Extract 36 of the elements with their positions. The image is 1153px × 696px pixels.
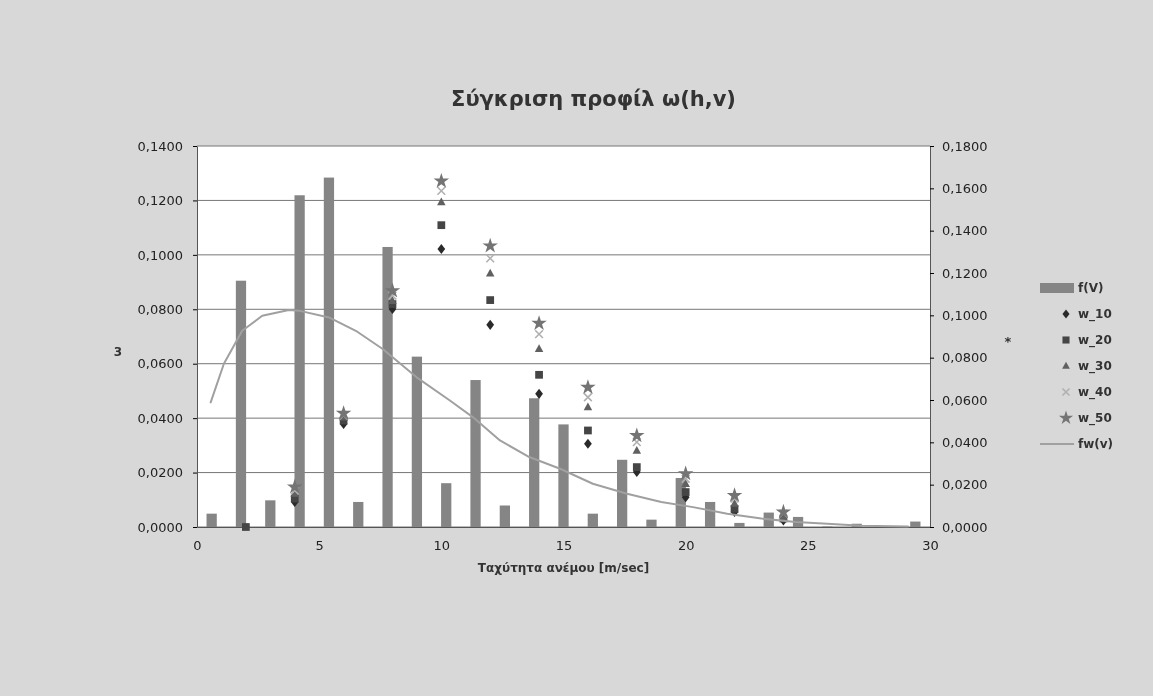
x-tick-label: 30 <box>922 538 939 554</box>
y-axis-title: 3 <box>113 345 123 359</box>
y2-tick-label: 0,1800 <box>942 138 988 154</box>
y2-tick-label: 0,1000 <box>942 307 988 323</box>
y-tick-label: 0,0200 <box>137 465 183 481</box>
legend-label: fw(v) <box>1078 437 1114 451</box>
chart-title: Σύγκριση προφίλ ω(h,v) <box>451 87 736 111</box>
x-tick-label: 0 <box>193 538 202 554</box>
y2-axis-title: * <box>1004 334 1012 349</box>
legend-label: w_50 <box>1078 411 1112 426</box>
legend-label: w_40 <box>1078 385 1112 400</box>
y2-tick-label: 0,0400 <box>942 434 988 450</box>
y2-tick-label: 0,0200 <box>942 477 988 493</box>
legend-label: w_10 <box>1078 307 1112 322</box>
y2-tick-label: 0,0600 <box>942 392 988 408</box>
y2-tick-label: 0,0000 <box>942 519 988 535</box>
x-tick-label: 15 <box>555 538 573 554</box>
legend-label: w_30 <box>1078 359 1112 374</box>
legend-label: w_20 <box>1078 333 1112 348</box>
y-tick-label: 0,1400 <box>137 138 183 154</box>
y-tick-label: 0,0000 <box>137 519 183 535</box>
x-tick-label: 25 <box>800 538 817 554</box>
y2-tick-label: 0,0800 <box>942 350 988 366</box>
y-tick-label: 0,0800 <box>137 301 183 317</box>
y-tick-label: 0,0600 <box>137 356 183 372</box>
x-axis-title: Ταχύτητα ανέμου [m/sec] <box>477 561 650 575</box>
y2-tick-label: 0,1600 <box>942 180 988 196</box>
y-tick-label: 0,1000 <box>137 247 183 263</box>
x-tick-label: 20 <box>677 538 695 554</box>
y2-tick-label: 0,1200 <box>942 265 988 281</box>
y-tick-label: 0,0400 <box>137 410 183 426</box>
x-tick-label: 10 <box>433 538 451 554</box>
legend-label: f(V) <box>1078 281 1104 295</box>
y2-tick-label: 0,1400 <box>942 223 988 239</box>
x-tick-label: 5 <box>315 538 324 554</box>
y-tick-label: 0,1200 <box>137 193 183 209</box>
